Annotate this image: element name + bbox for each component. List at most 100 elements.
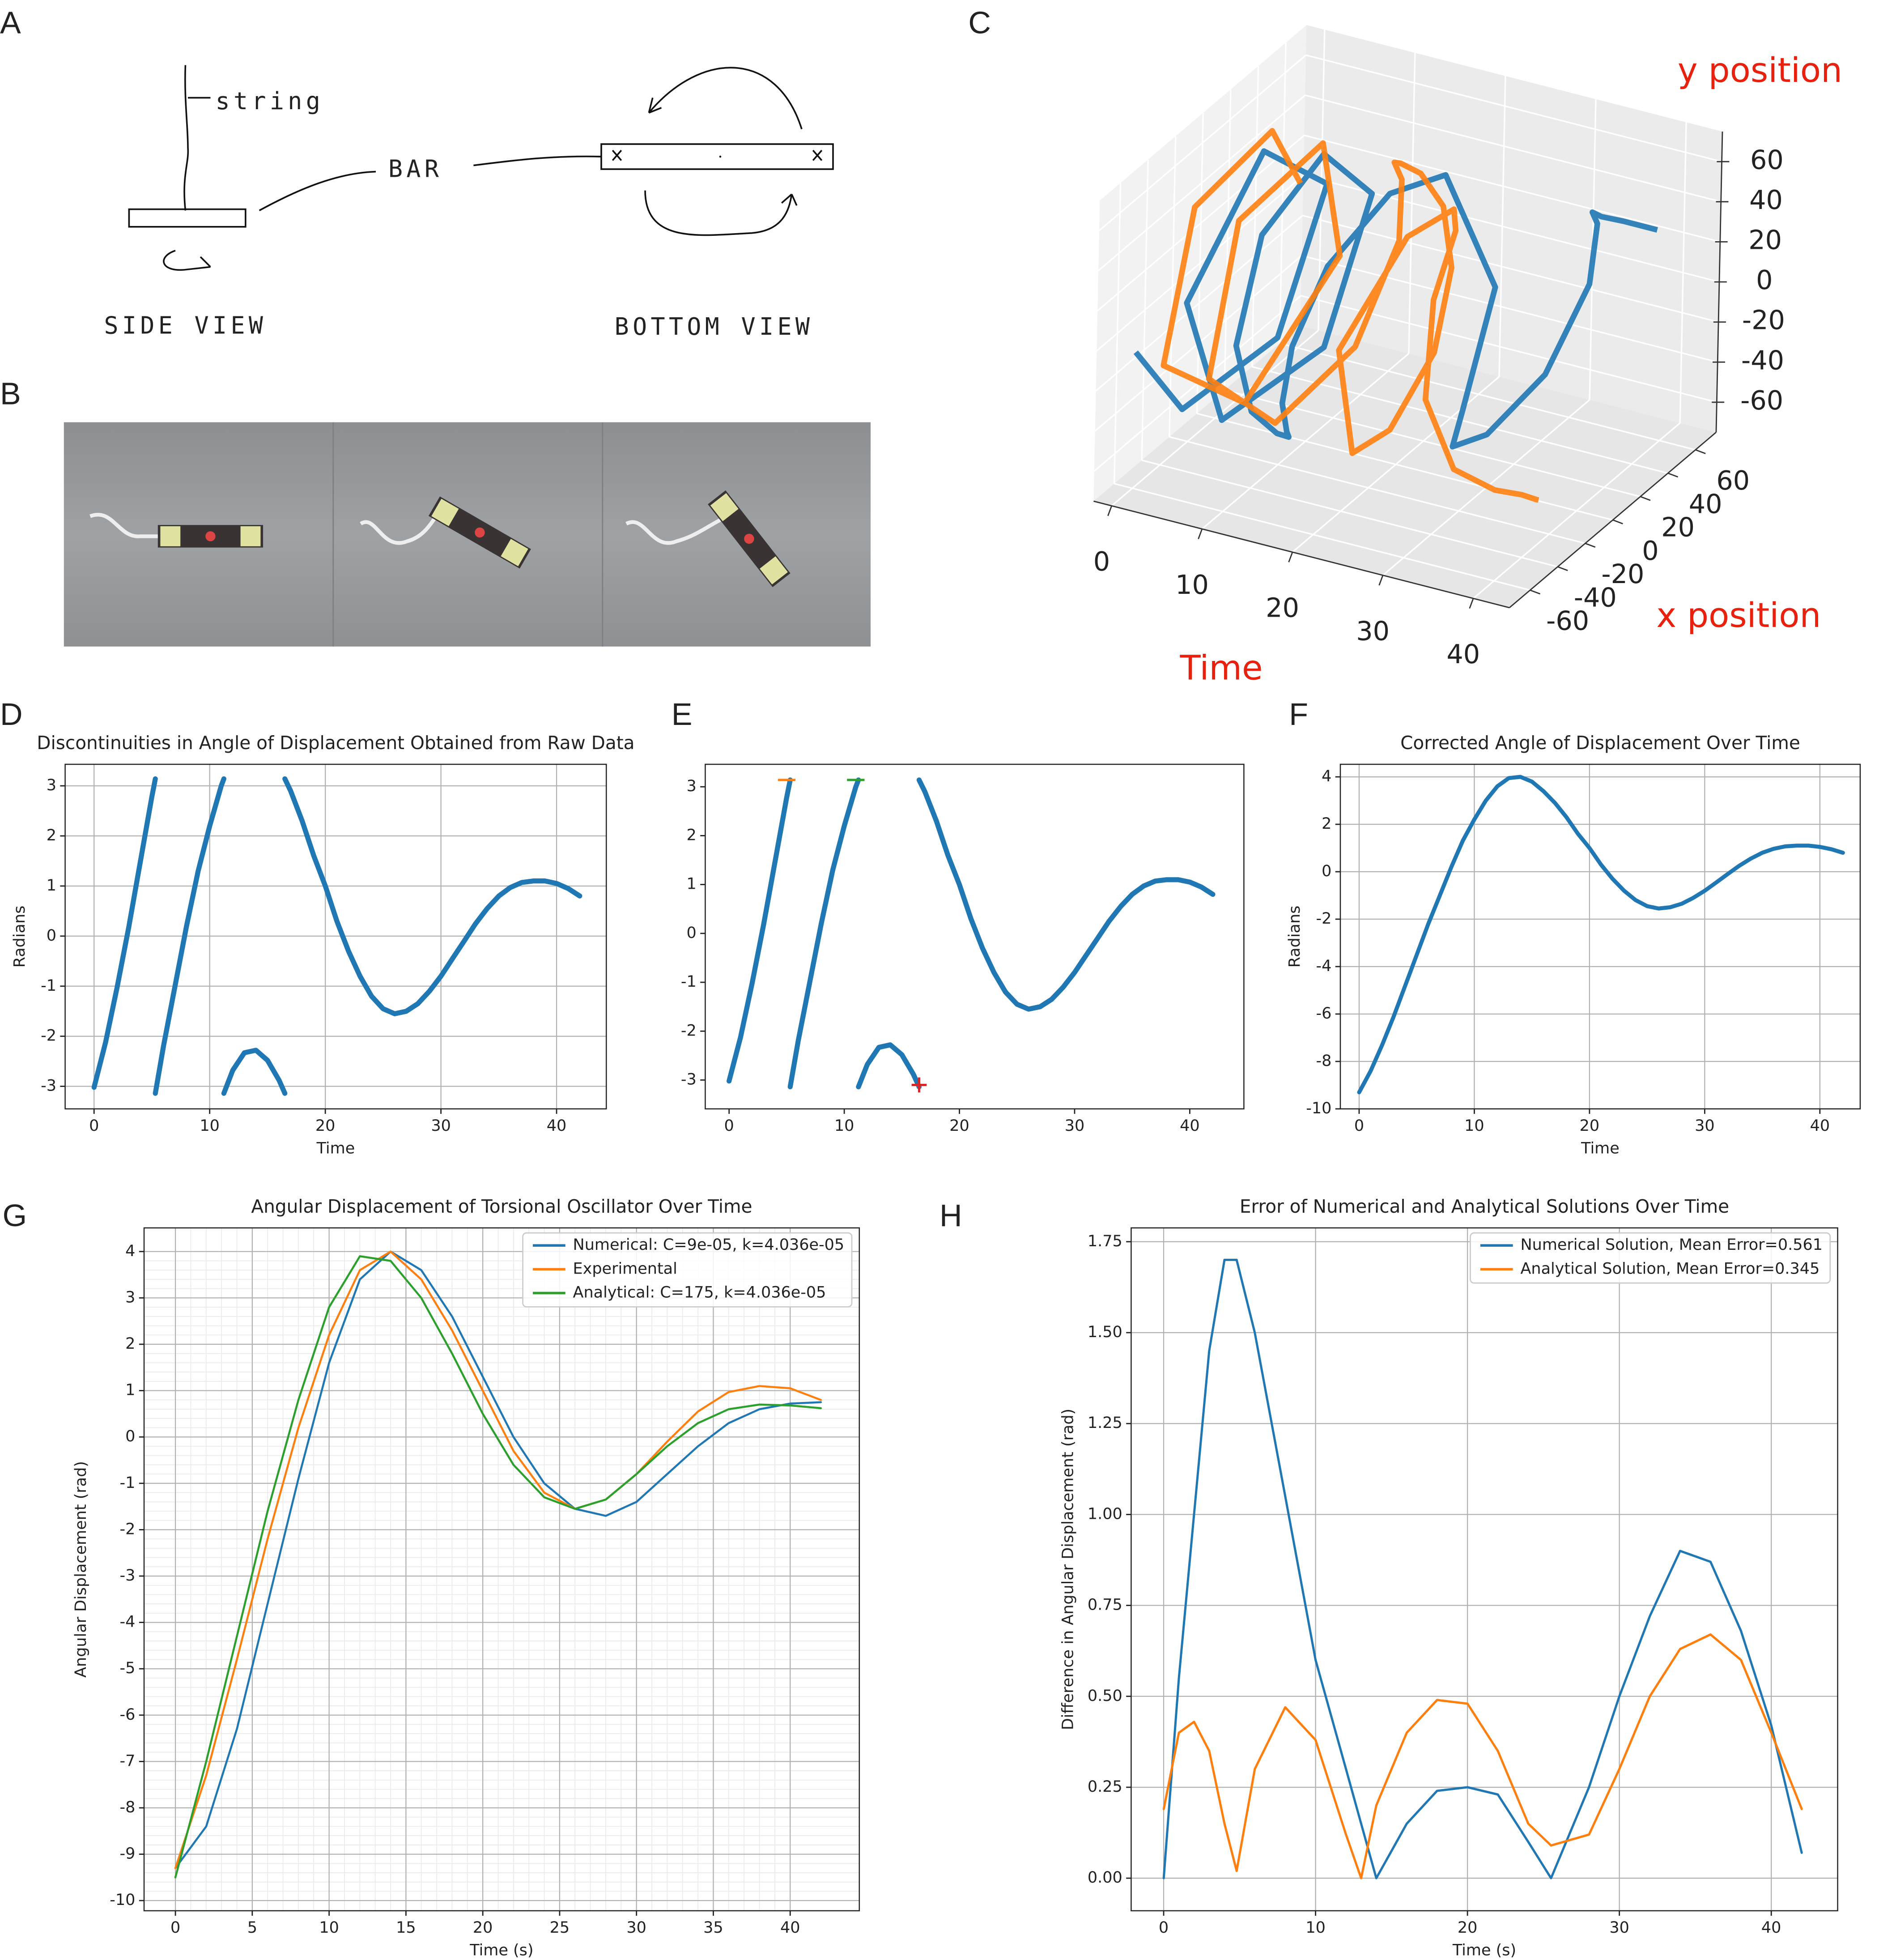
- x-tick-label: 20: [1458, 1919, 1478, 1937]
- side-bar: [128, 208, 247, 228]
- x-tick-label: 30: [1695, 1117, 1715, 1135]
- side-view-label: SIDE VIEW: [104, 311, 267, 339]
- y-tick-label: 1: [125, 1381, 135, 1399]
- z-tick-label: 0: [1756, 264, 1773, 295]
- z-tick-label: 20: [1748, 225, 1782, 256]
- legend: Numerical: C=9e-05, k=4.036e-05 Experimen…: [522, 1232, 853, 1308]
- x-tick-label: 40: [1180, 1117, 1200, 1135]
- x-tick: [1107, 505, 1113, 516]
- y-tick-label: 0: [1642, 535, 1658, 566]
- y-tick: [1530, 589, 1541, 595]
- photos: [64, 422, 871, 647]
- chart-title: Angular Displacement of Torsional Oscill…: [251, 1196, 752, 1217]
- x-tick: [1198, 528, 1203, 539]
- y-tick-label: 2: [125, 1335, 135, 1353]
- x-tick-label: 10: [834, 1117, 854, 1135]
- y-tick-label: -60: [1546, 605, 1589, 636]
- series-line: [91, 776, 582, 1096]
- y-tick-label: -10: [110, 1891, 135, 1909]
- plot-area: [1131, 1227, 1838, 1911]
- axis-line: [1093, 500, 1510, 609]
- x-tick-label: 20: [315, 1117, 336, 1135]
- x-axis-label: Time (s): [1452, 1942, 1516, 1960]
- y-tick-label: 3: [687, 777, 697, 795]
- y-tick-label: -2: [1316, 910, 1332, 928]
- y-axis-label: Radians: [11, 906, 29, 968]
- top-arrow: [648, 67, 803, 129]
- z-tick-label: -60: [1740, 385, 1783, 416]
- x-tick: [1469, 598, 1474, 609]
- grid-line: [1304, 134, 1721, 243]
- panel-label: D: [0, 697, 23, 732]
- series-line: [174, 1250, 822, 1870]
- photo-bar: [708, 490, 791, 588]
- bar-pointer-left: [259, 170, 376, 211]
- legend-label: Numerical Solution, Mean Error=0.561: [1520, 1236, 1823, 1254]
- y-tick-label: 1.00: [1088, 1505, 1122, 1523]
- grid-line: [1302, 214, 1719, 323]
- y-tick-label: 20: [1661, 512, 1695, 543]
- bottom-arrow: [644, 190, 798, 236]
- z-tick-label: -40: [1741, 345, 1784, 375]
- y-tick-label: -2: [120, 1520, 136, 1538]
- y-tick-label: 0: [1322, 862, 1331, 880]
- bottom-bar: [600, 143, 834, 170]
- y-tick-label: -4: [120, 1613, 136, 1631]
- y-tick: [1612, 519, 1623, 524]
- y-tick-label: 2: [687, 826, 697, 844]
- series-line: [174, 1250, 822, 1870]
- chart-title: Error of Numerical and Analytical Soluti…: [1240, 1196, 1729, 1217]
- y-tick-label: -2: [41, 1027, 56, 1045]
- legend: Numerical Solution, Mean Error=0.561 Anal…: [1470, 1232, 1831, 1284]
- grid-line: [1141, 459, 1558, 568]
- grid-line: [1305, 54, 1722, 162]
- x-tick-label: 40: [547, 1117, 567, 1135]
- y-axis-label: Radians: [1286, 906, 1304, 968]
- x-tick-label: 20: [949, 1117, 969, 1135]
- bar-pointer-right: [473, 155, 602, 166]
- x-tick-label: 0: [1354, 1117, 1364, 1135]
- y-tick-label: -3: [681, 1071, 697, 1089]
- plot-area: [144, 1227, 859, 1911]
- plot-frame: [64, 763, 607, 1110]
- photo-string: [625, 518, 721, 545]
- x-axis-label: Time (s): [469, 1942, 533, 1960]
- grid-line: [1098, 54, 1307, 231]
- x-tick-label: 0: [89, 1117, 99, 1135]
- legend-frame: [522, 1232, 853, 1308]
- grid-line: [1196, 413, 1613, 521]
- series-line: [1162, 1633, 1803, 1879]
- plot-frame: [1131, 1227, 1838, 1912]
- x-tick-label: 35: [703, 1919, 723, 1937]
- legend-frame: [1470, 1232, 1831, 1284]
- panel-label: B: [0, 376, 21, 411]
- x-tick-label: 0: [1159, 1919, 1169, 1937]
- x-tick: [1288, 552, 1293, 562]
- x-tick-label: 5: [247, 1919, 257, 1937]
- grid-line: [1279, 342, 1696, 451]
- series-line: [727, 777, 1216, 1090]
- legend-label: Analytical Solution, Mean Error=0.345: [1520, 1260, 1819, 1278]
- y-tick-label: -3: [120, 1567, 136, 1585]
- z-tick-label: -20: [1742, 305, 1785, 336]
- x-tick-label: 10: [200, 1117, 220, 1135]
- panel-label: G: [3, 1198, 27, 1233]
- z-tick-label: 60: [1750, 144, 1784, 175]
- y-tick-label: 0.75: [1088, 1596, 1122, 1614]
- x-tick-label: 30: [1609, 1919, 1629, 1937]
- plot-area: [1340, 764, 1860, 1109]
- panel-label: F: [1289, 697, 1308, 732]
- grid-line: [1301, 255, 1718, 363]
- y-tick-label: 0.25: [1088, 1778, 1122, 1796]
- bar-label: BAR: [388, 155, 442, 183]
- y-tick-label: -40: [1574, 582, 1617, 613]
- legend-label: Analytical: C=175, k=4.036e-05: [573, 1284, 826, 1302]
- y-tick-label: 1: [47, 877, 56, 895]
- x-tick-label: 20: [1266, 592, 1299, 623]
- x-tick-label: 0: [724, 1117, 734, 1135]
- legend-label: Experimental: [573, 1260, 677, 1278]
- y-axis-label: Difference in Angular Displacement (rad): [1059, 1409, 1077, 1730]
- y-tick-label: 60: [1716, 465, 1750, 496]
